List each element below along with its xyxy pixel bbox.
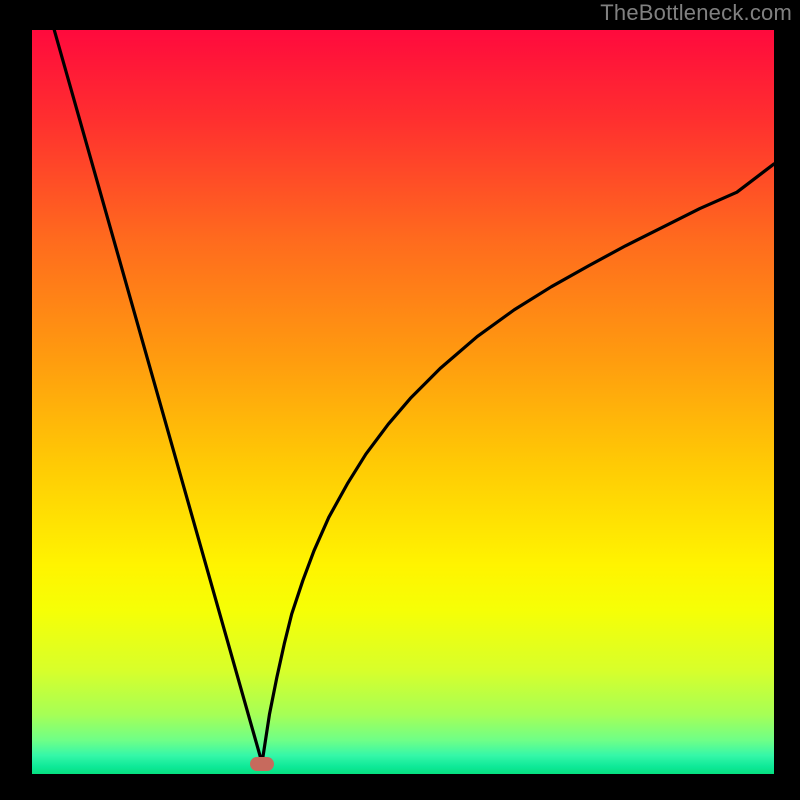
chart-svg [0,0,800,800]
bottleneck-curve [54,30,774,763]
vertex-marker [250,757,274,771]
watermark-text: TheBottleneck.com [600,0,792,26]
